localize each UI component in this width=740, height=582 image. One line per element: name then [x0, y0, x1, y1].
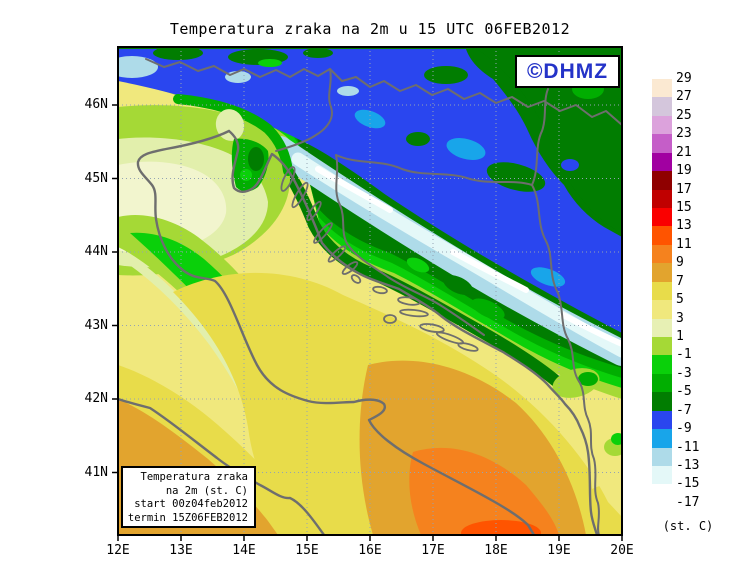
country-borders: [145, 58, 622, 535]
legend-boundary-label: -17: [676, 494, 700, 510]
lat-label: 44N: [84, 244, 108, 259]
legend-color-cell: [652, 97, 672, 117]
legend-boundary-label: -11: [676, 439, 700, 455]
legend-boundary-label: 9: [676, 255, 684, 271]
lat-label: 42N: [84, 391, 108, 406]
legend-boundary-label: -5: [676, 384, 692, 400]
legend-boundary-label: 13: [676, 218, 692, 234]
lat-label: 46N: [84, 97, 108, 112]
legend-boundary-label: 25: [676, 107, 692, 123]
legend-color-cell: [652, 134, 672, 154]
axis-ticks: [112, 104, 623, 541]
lon-label: 16E: [358, 543, 382, 558]
legend-color-cell: [652, 447, 672, 467]
lon-label: 17E: [421, 543, 445, 558]
legend-boundary-label: 1: [676, 329, 684, 345]
lat-label: 43N: [84, 317, 108, 333]
info-line: start 00z04feb2012: [134, 498, 248, 510]
legend-color-cell: [652, 226, 672, 246]
coastline-borders: [118, 58, 622, 535]
lat-label: 41N: [84, 464, 108, 480]
legend-color-cell: [652, 318, 672, 338]
legend-boundary-label: 15: [676, 200, 692, 215]
islands: [280, 166, 479, 352]
legend-color-cell: [652, 466, 672, 485]
lon-label: 12E: [106, 543, 130, 558]
legend-boundary-label: 29: [676, 71, 692, 86]
legend-boundary-label: -1: [676, 347, 692, 363]
legend-color-cell: [652, 337, 672, 356]
legend-color-cell: [652, 263, 672, 283]
legend-boundary-label: -3: [676, 365, 692, 381]
legend-color-cell: [652, 392, 672, 412]
legend-boundary-label: -9: [676, 421, 692, 437]
italy-adriatic-coast: [136, 129, 536, 535]
legend-color-cell: [652, 115, 672, 135]
legend-boundary-label: 7: [676, 273, 684, 289]
legend-boundary-label: 19: [676, 163, 692, 179]
lon-label: 13E: [169, 543, 193, 558]
page-title: Temperatura zraka na 2m u 15 UTC 06FEB20…: [169, 20, 571, 38]
legend-color-cell: [652, 484, 672, 504]
legend-color-cell: [652, 429, 672, 449]
croatia-albania-coast: [227, 129, 599, 535]
legend-color-cell: [652, 373, 672, 393]
info-line: termin 15Z06FEB2012: [127, 511, 248, 524]
legend-boundary-label: 27: [676, 89, 692, 105]
legend-color-cell: [652, 189, 672, 209]
info-line: na 2m (st. C): [165, 484, 248, 497]
legend-color-cell: [652, 410, 672, 430]
legend-boundary-label: 17: [676, 181, 692, 197]
run-info-box: Temperatura zraka na 2m (st. C) start 00…: [121, 466, 256, 528]
legend-color-cell: [652, 208, 672, 227]
grid-lines: [118, 47, 622, 535]
legend-boundary-label: -15: [676, 476, 700, 492]
legend-color-cell: [652, 79, 672, 98]
legend-boundary-label: 11: [676, 236, 692, 252]
legend-boundary-label: 5: [676, 292, 684, 308]
legend-boundary-label: -13: [676, 458, 700, 474]
lon-label: 19E: [547, 543, 571, 558]
legend-boundary-label: 3: [676, 310, 684, 326]
legend-color-cell: [652, 300, 672, 320]
lon-label: 14E: [232, 543, 256, 558]
lon-label: 18E: [484, 543, 508, 558]
lon-label: 15E: [295, 543, 319, 558]
legend-boundary-label: -7: [676, 402, 692, 418]
legend-boundary-label: 23: [676, 126, 692, 142]
legend-color-cell: [652, 355, 672, 375]
dhmz-logo-text: ©DHMZ: [526, 59, 609, 83]
legend-color-cell: [652, 171, 672, 191]
legend-unit-label: (st. C): [662, 519, 714, 533]
lon-label: 20E: [610, 543, 634, 558]
legend-color-cell: [652, 152, 672, 172]
temperature-field: [118, 47, 622, 535]
info-line: Temperatura zraka: [140, 471, 248, 483]
lat-label: 45N: [84, 170, 108, 186]
legend-color-cell: [652, 281, 672, 301]
legend-boundary-label: 21: [676, 144, 692, 160]
legend-color-cell: [652, 244, 672, 264]
dhmz-logo-box: ©DHMZ: [515, 55, 620, 88]
